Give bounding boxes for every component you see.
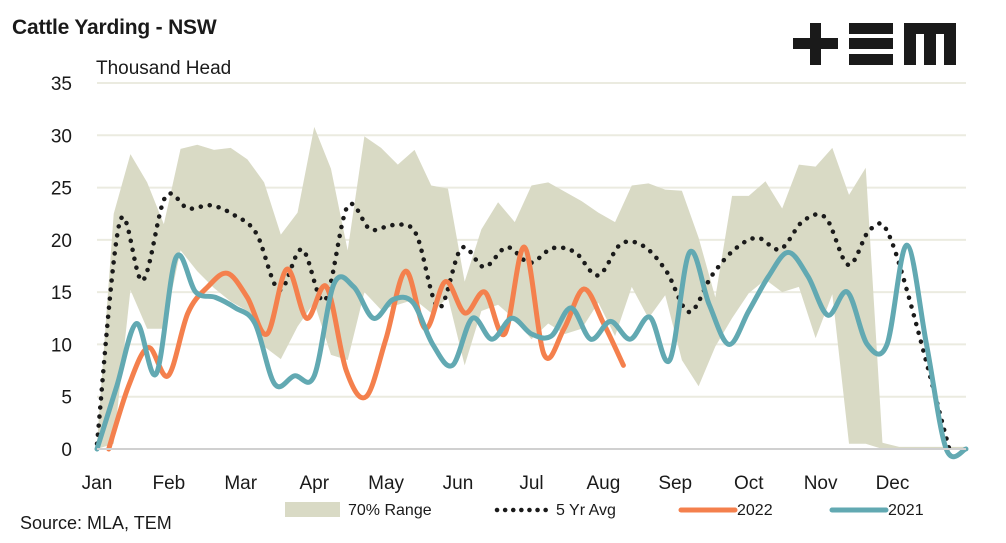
y-tick-label: 15	[51, 283, 72, 304]
x-tick-label: Apr	[299, 473, 329, 494]
series-2022-layer	[106, 244, 626, 452]
avg-line	[94, 191, 952, 452]
y-tick-label: 30	[51, 126, 72, 147]
logo-m-right	[944, 23, 956, 65]
logo-e-bottom	[849, 54, 893, 65]
logo-m-mid	[924, 23, 936, 65]
y-tick-label: 10	[51, 335, 72, 356]
x-tick-label: Aug	[586, 473, 620, 494]
x-tick-label: May	[368, 473, 404, 494]
x-axis-ticks: Jan Feb Mar Apr May Jun Jul Aug Sep Oct Nov Dec	[82, 473, 910, 494]
legend-label-avg: 5 Yr Avg	[556, 502, 616, 519]
series-2022-line	[106, 244, 626, 452]
x-tick-label: Feb	[152, 473, 185, 494]
legend-swatch-range	[285, 502, 340, 517]
legend-label-range: 70% Range	[348, 502, 432, 519]
x-tick-label: Mar	[224, 473, 257, 494]
legend-item-2021[interactable]: 2021	[829, 502, 924, 519]
logo-plus-v	[810, 23, 821, 65]
x-tick-label: Jun	[443, 473, 474, 494]
x-tick-label: Sep	[658, 473, 692, 494]
logo-m-left	[904, 23, 916, 65]
y-axis-unit-label: Thousand Head	[96, 58, 231, 79]
tem-logo	[793, 23, 956, 65]
x-tick-label: Nov	[804, 473, 838, 494]
y-tick-label: 0	[61, 440, 72, 461]
legend-label-2021: 2021	[888, 502, 924, 519]
avg-layer	[94, 191, 952, 452]
x-tick-label: Jan	[82, 473, 113, 494]
legend: 70% Range 5 Yr Avg 2022 2021	[285, 502, 924, 519]
x-tick-label: Jul	[519, 473, 543, 494]
legend-label-2022: 2022	[737, 502, 773, 519]
legend-item-2022[interactable]: 2022	[678, 502, 773, 519]
chart-title: Cattle Yarding - NSW	[12, 16, 217, 39]
x-tick-label: Oct	[734, 473, 764, 494]
y-tick-label: 35	[51, 74, 72, 95]
y-axis-ticks: 0 5 10 15 20 25 30 35	[51, 74, 72, 461]
x-tick-label: Dec	[876, 473, 910, 494]
logo-e-top	[849, 23, 893, 34]
legend-item-avg[interactable]: 5 Yr Avg	[494, 502, 616, 519]
y-tick-label: 20	[51, 231, 72, 252]
y-tick-label: 5	[61, 388, 72, 409]
series-2021-line	[94, 242, 969, 460]
series-2021-layer	[94, 242, 969, 460]
logo-e-mid	[849, 38, 893, 49]
source-note: Source: MLA, TEM	[20, 513, 172, 533]
legend-item-range[interactable]: 70% Range	[285, 502, 432, 519]
y-tick-label: 25	[51, 179, 72, 200]
